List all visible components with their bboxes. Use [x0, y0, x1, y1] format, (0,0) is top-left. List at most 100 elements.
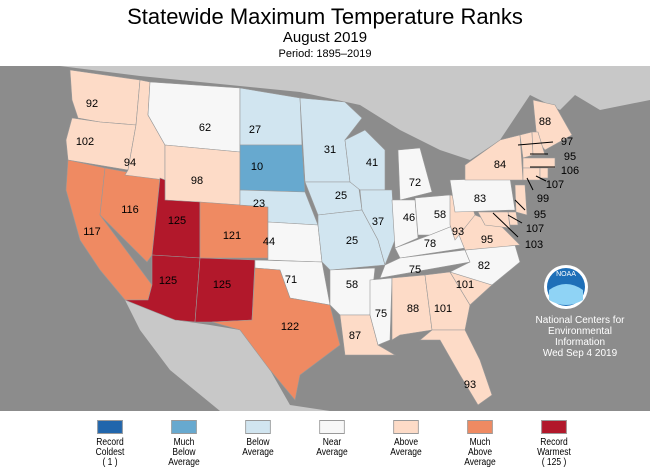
mexico	[125, 300, 330, 411]
state-rank-me: 88	[539, 116, 551, 128]
state-rank-ar: 58	[346, 279, 358, 291]
map-period: Period: 1895–2019	[278, 48, 372, 60]
legend-label: Average	[464, 457, 496, 468]
state-rank-in: 46	[403, 212, 415, 224]
legend-item: Below Average	[228, 420, 288, 458]
state-sd	[239, 144, 306, 193]
legend-label: Below	[246, 437, 270, 448]
state-md	[477, 211, 511, 229]
state-wa	[69, 69, 141, 126]
state-rank-al: 88	[407, 303, 419, 315]
state-rank-la: 87	[349, 330, 361, 342]
state-rank-sc: 101	[456, 279, 474, 291]
state-rank-az: 125	[159, 275, 177, 287]
state-rank-ok: 71	[285, 274, 297, 286]
state-rank-tx: 122	[281, 321, 299, 333]
state-ct	[522, 167, 541, 181]
state-in	[391, 199, 419, 249]
state-ma	[522, 157, 556, 169]
state-rank-de: 107	[526, 223, 544, 235]
legend-item: Record Coldest( 1 )	[80, 420, 140, 468]
state-ks	[267, 221, 323, 263]
state-rank-vt: 97	[561, 136, 573, 148]
state-ms	[369, 277, 393, 346]
state-rank-ks: 44	[263, 236, 275, 248]
map-subtitle: August 2019	[282, 29, 368, 46]
map-title: Statewide Maximum Temperature Ranks	[127, 4, 523, 29]
legend-label: Average	[242, 447, 274, 458]
state-rank-ia: 25	[335, 190, 347, 202]
legend-label: Near	[322, 437, 342, 448]
canada	[0, 66, 650, 160]
legend-label: Warmest	[537, 447, 571, 458]
legend-item: Much Above Average	[450, 420, 510, 468]
state-rank-pa: 83	[474, 193, 486, 205]
state-rank-ga: 101	[434, 303, 452, 315]
state-rank-nm: 125	[213, 279, 231, 291]
legend-swatch	[245, 420, 271, 434]
state-rank-mn: 31	[324, 144, 336, 156]
legend-label: Average	[316, 447, 348, 458]
state-rank-ky: 78	[424, 238, 436, 250]
state-rank-ct: 99	[537, 193, 549, 205]
legend-swatch	[393, 420, 419, 434]
legend-label: Above	[393, 437, 419, 448]
state-rank-il: 37	[372, 216, 384, 228]
legend-item: Much Below Average	[154, 420, 214, 468]
state-rank-or: 102	[76, 136, 94, 148]
legend-label: Much	[469, 437, 491, 448]
state-mi	[397, 147, 433, 201]
credit-block: National Centers for Environmental Infor…	[520, 315, 640, 359]
state-la	[339, 314, 397, 356]
state-rank-id: 94	[124, 157, 136, 169]
credit-date: Wed Sep 4 2019	[542, 348, 618, 359]
legend-swatch	[541, 420, 567, 434]
credit-line: Information	[554, 337, 606, 348]
state-nj	[514, 184, 528, 216]
legend-swatch	[467, 420, 493, 434]
noaa-logo-text: NOAA	[556, 271, 576, 278]
state-rank-mt: 62	[199, 122, 211, 134]
state-rank-co: 121	[223, 230, 241, 242]
state-nd	[239, 87, 303, 146]
state-rank-wv: 93	[452, 226, 464, 238]
credit-line: Environmental	[548, 326, 612, 337]
legend-label: Record	[96, 437, 124, 448]
state-rank-mo: 25	[346, 235, 358, 247]
state-fl	[419, 329, 493, 406]
legend-item: Record Warmest( 125 )	[524, 420, 584, 468]
us-state-map: 92 102 117 116 94 62 98 125 121 125 125 27 10 23 44 71 1…	[0, 66, 650, 411]
legend-label: ( 1 )	[102, 457, 118, 468]
legend-label: ( 125 )	[541, 457, 567, 468]
state-rank-ut: 125	[168, 215, 186, 227]
state-rank-ri: 107	[546, 179, 564, 191]
legend-label: Much	[173, 437, 195, 448]
state-rank-ma: 106	[561, 165, 579, 177]
legend-label: Below	[172, 447, 196, 458]
legend-swatch	[319, 420, 345, 434]
state-rank-tn: 75	[409, 264, 421, 276]
legend-label: Record	[540, 437, 568, 448]
state-rank-md: 103	[525, 239, 543, 251]
state-rank-wa: 92	[86, 98, 98, 110]
state-rank-nh: 95	[564, 151, 576, 163]
legend-label: Average	[390, 447, 422, 458]
state-rank-ny: 84	[494, 159, 506, 171]
legend-item: Above Average	[376, 420, 436, 458]
state-rank-nj: 95	[534, 209, 546, 221]
legend-label: Coldest	[95, 447, 125, 458]
state-rank-ca: 117	[83, 226, 101, 238]
state-ar	[329, 267, 376, 316]
legend-swatch	[171, 420, 197, 434]
legend-item: Near Average	[302, 420, 362, 458]
state-rank-fl: 93	[464, 379, 476, 391]
legend-label: Average	[168, 457, 200, 468]
credit-line: National Centers for	[535, 315, 625, 326]
state-rank-nc: 82	[478, 260, 490, 272]
state-rank-ne: 23	[253, 198, 265, 210]
state-al	[391, 274, 433, 341]
state-rank-mi: 72	[409, 177, 421, 189]
state-rank-ms: 75	[375, 308, 387, 320]
legend-label: Above	[467, 447, 493, 458]
state-ri	[539, 167, 549, 179]
